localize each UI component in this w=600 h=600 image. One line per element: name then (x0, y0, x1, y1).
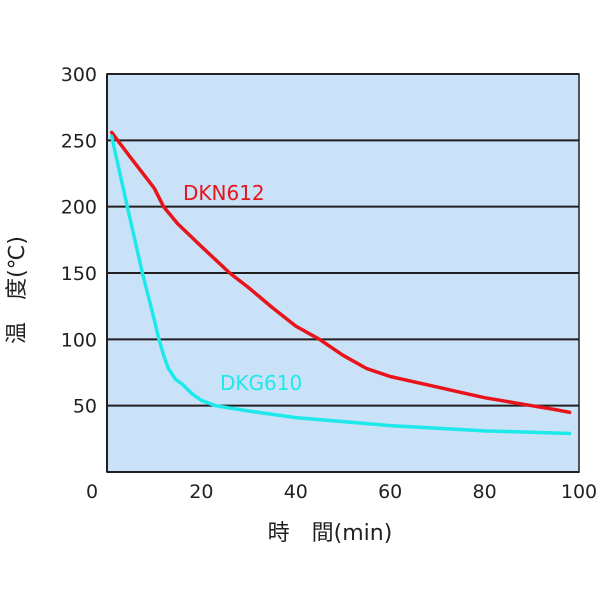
y-tick-label: 50 (73, 396, 97, 418)
y-tick-label: 250 (61, 130, 97, 152)
series-label-dkn612: DKN612 (183, 181, 265, 205)
y-tick-label: 100 (61, 329, 97, 351)
x-tick-label: 60 (378, 481, 402, 503)
series-line-dkg610 (109, 134, 572, 436)
x-tick-label: 80 (473, 481, 497, 503)
y-tick-label: 200 (61, 197, 97, 219)
x-tick-label: 20 (189, 481, 213, 503)
x-tick-label: 100 (561, 481, 597, 503)
y-axis-label: 温 度(℃) (5, 236, 30, 344)
series-label-dkg610: DKG610 (220, 371, 302, 395)
series-line-dkn612 (109, 130, 572, 415)
x-tick-label: 40 (284, 481, 308, 503)
y-tick-label: 150 (61, 263, 97, 285)
x-axis-label: 時 間(min) (268, 521, 393, 546)
x-tick-label: 0 (86, 481, 98, 503)
y-tick-label: 300 (61, 64, 97, 86)
